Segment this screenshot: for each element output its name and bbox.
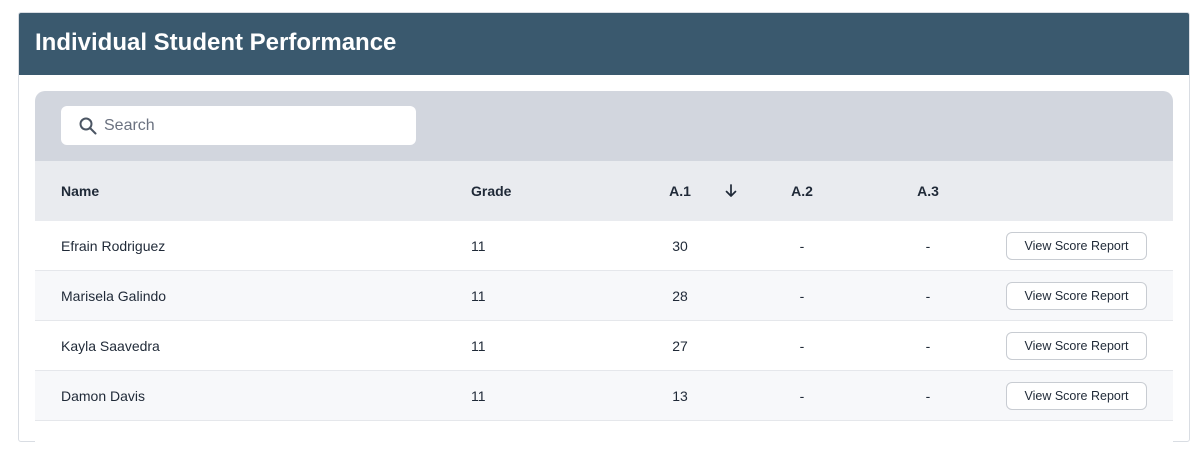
cell: Marisela Galindo <box>61 287 167 304</box>
header: Individual Student Performance <box>19 13 1189 75</box>
view-score-report-button[interactable]: View Score Report <box>1006 331 1147 360</box>
sort-icon[interactable] <box>724 184 738 198</box>
cell: Kayla Saavedra <box>61 337 160 354</box>
title: Individual Student Performance <box>35 29 397 56</box>
cell: 11 <box>471 337 486 354</box>
table: Name Grade A.1 A.2 A.3 Efrain Rodriguez 11 30- -… <box>35 161 1173 421</box>
sort-arrow <box>725 184 737 197</box>
cell: 11 <box>471 287 486 304</box>
search-placeholder: Search <box>104 117 155 134</box>
page: Individual Student Performance Search Na… <box>18 12 1190 442</box>
column-header[interactable]: Grade <box>471 183 512 199</box>
table-panel: Search Name Grade A.1 A.2 A.3 Efrain Rodrigue… <box>35 91 1173 451</box>
search-bar: Search <box>35 91 1173 161</box>
cell: 11 <box>471 237 486 254</box>
table-row: Damon Davis 11 13- - View Score Report <box>35 371 1173 421</box>
cell: 11 <box>471 387 486 404</box>
view-score-report-button[interactable]: View Score Report <box>1006 281 1147 310</box>
view-score-report-button[interactable]: View Score Report <box>1006 381 1147 410</box>
table-row: Efrain Rodriguez 11 30- - View Score Report <box>35 221 1173 271</box>
table-row: Marisela Galindo 11 28- - View Score Report <box>35 271 1173 321</box>
cell: Efrain Rodriguez <box>61 237 166 254</box>
search-icon <box>79 117 97 135</box>
card: Individual Student Performance Search Na… <box>18 12 1190 451</box>
header-row: Name Grade A.1 A.2 A.3 <box>35 161 1173 221</box>
table-row: Kayla Saavedra 11 27- - View Score Report <box>35 321 1173 371</box>
search-input[interactable]: Search <box>61 106 416 145</box>
cell: Damon Davis <box>61 387 146 404</box>
column-header[interactable]: Name <box>61 183 100 199</box>
view-score-report-button[interactable]: View Score Report <box>1006 231 1147 260</box>
